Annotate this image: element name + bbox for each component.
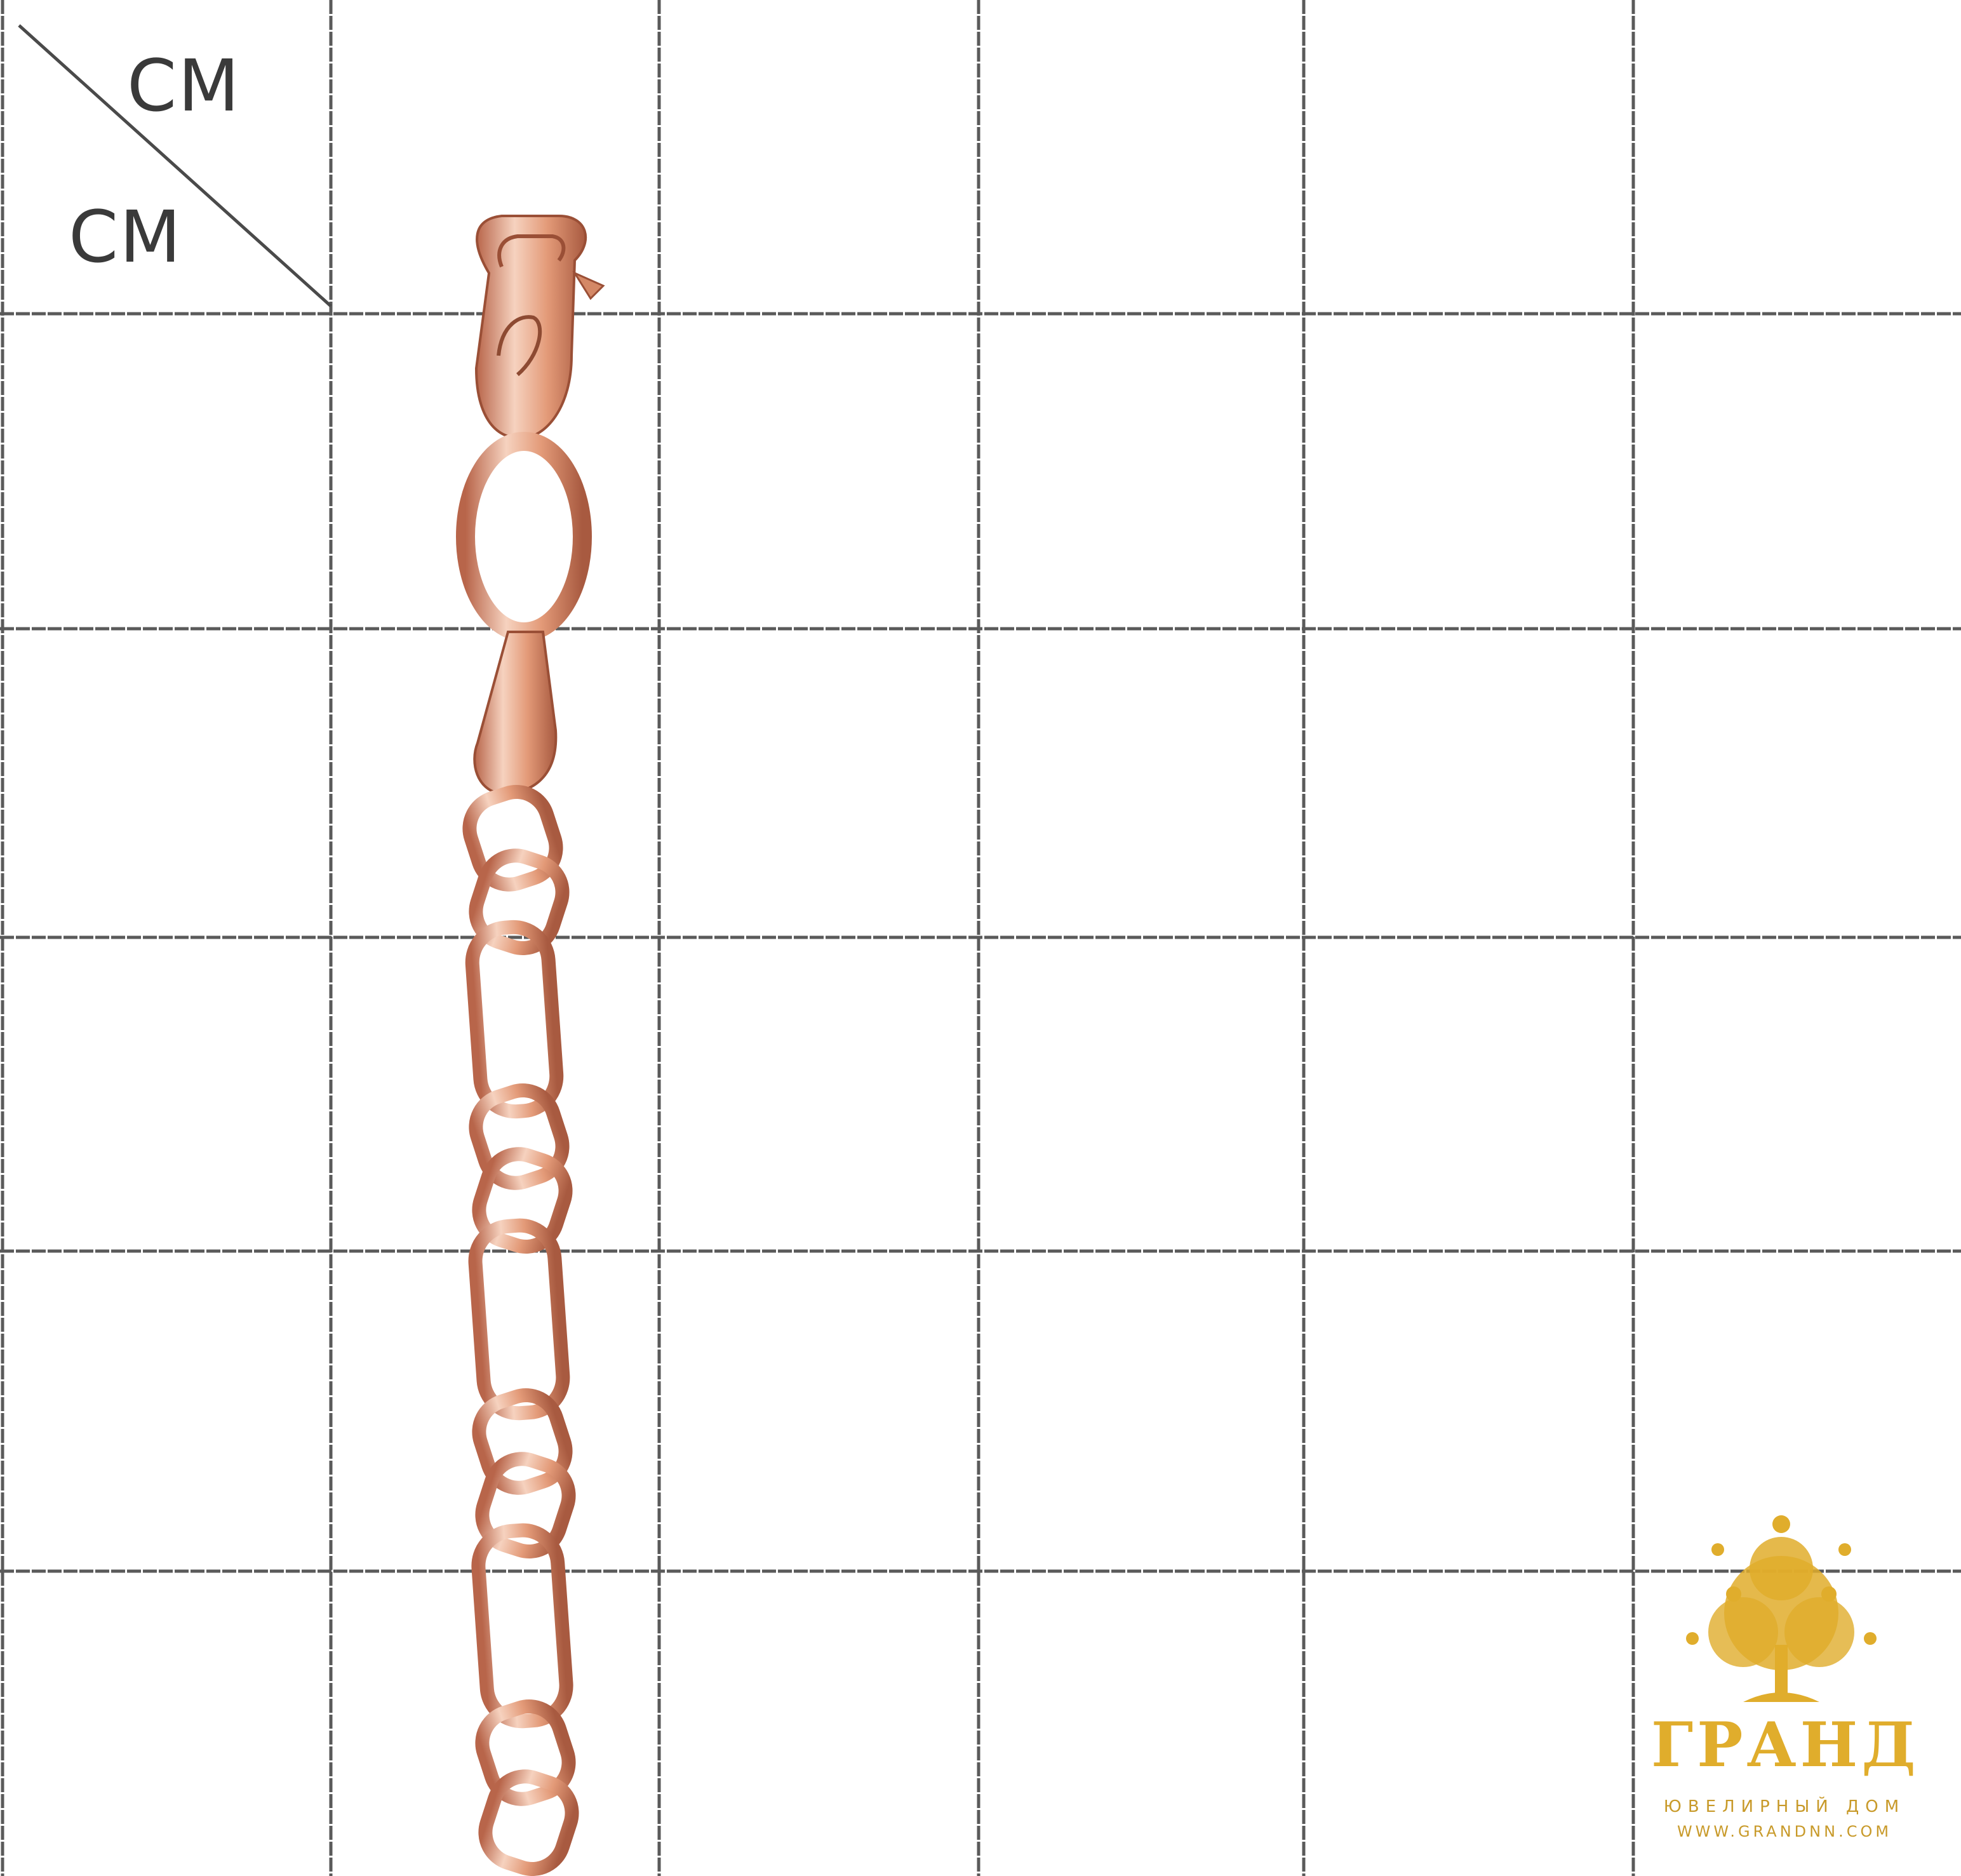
chain-links: [462, 784, 579, 1876]
brand-url: WWW.GRANDNN.COM: [1677, 1823, 1892, 1840]
scale-unit-top: CM: [127, 45, 241, 128]
scale-diagonal: [18, 24, 332, 307]
scale-unit-left: CM: [69, 196, 182, 279]
brand-subtitle: ЮВЕЛИРНЫЙ ДОМ: [1663, 1797, 1906, 1816]
lobster-clasp-icon: [474, 215, 605, 440]
brand-name: ГРАНД: [1651, 1709, 1920, 1781]
